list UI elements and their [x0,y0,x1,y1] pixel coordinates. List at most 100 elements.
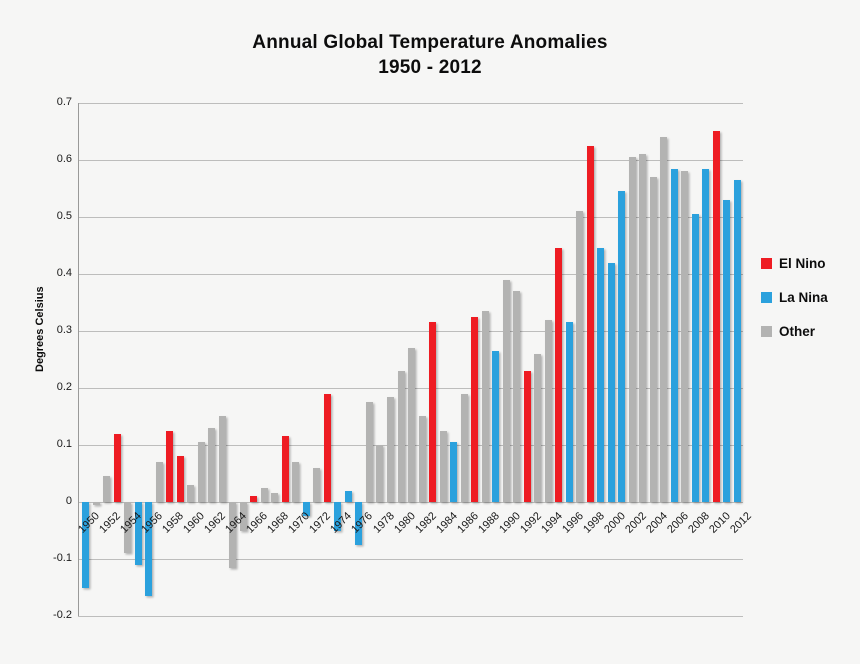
bar-1960 [187,485,194,502]
gridline [78,274,743,275]
bar-2005 [660,137,667,502]
bar-1950 [82,502,89,588]
bar-1975 [345,491,352,502]
other-swatch-icon [761,326,772,337]
gridline [78,160,743,161]
bar-1957 [156,462,163,502]
bar-1955 [135,502,142,565]
x-axis-tick-label: 2002 [622,510,649,536]
x-axis-tick-label: 2004 [643,510,670,536]
x-axis-tick-label: 1994 [538,510,565,536]
bar-1965 [240,502,247,531]
bar-1987 [471,317,478,502]
bar-1962 [208,428,215,502]
bar-1976 [355,502,362,545]
x-axis-tick-label: 1958 [160,510,187,536]
chart-title-block: Annual Global Temperature Anomalies 1950… [0,30,860,80]
bar-1968 [271,493,278,502]
bar-1978 [376,445,383,502]
bar-1983 [429,322,436,502]
x-axis-tick-label: 1960 [181,510,208,536]
bar-1977 [366,402,373,502]
bar-1990 [503,280,510,502]
bar-1988 [482,311,489,502]
bar-1959 [177,456,184,502]
bar-1980 [398,371,405,502]
bar-1993 [534,354,541,502]
bar-2002 [629,157,636,502]
gridline [78,103,743,104]
bar-2012 [734,180,741,502]
legend-label-la-nina: La Nina [779,290,828,305]
x-axis-tick-label: 1984 [433,510,460,536]
bar-1998 [587,146,594,502]
x-axis-tick-label: 1980 [391,510,418,536]
bar-1952 [103,476,110,502]
chart-subtitle: 1950 - 2012 [378,57,482,78]
legend-label-other: Other [779,324,816,339]
legend: El Nino La Nina Other [761,256,828,358]
bar-1964 [229,502,236,568]
x-axis-tick-label: 1956 [139,510,166,536]
y-axis-tick-label: 0 [65,495,72,507]
gridline [78,502,743,503]
bar-2003 [639,154,646,502]
legend-label-el-nino: El Nino [779,256,826,271]
y-axis-line [78,103,79,616]
bar-1979 [387,397,394,502]
bar-2008 [692,214,699,502]
bar-2010 [713,131,720,502]
bar-2007 [681,171,688,502]
x-axis-tick-label: 1968 [265,510,292,536]
bar-1991 [513,291,520,502]
el-nino-swatch-icon [761,258,772,269]
bar-1999 [597,248,604,502]
x-axis-tick-label: 1966 [244,510,271,536]
bar-2011 [723,200,730,502]
x-axis-tick-label: 1952 [97,510,124,536]
x-axis-tick-label: 2010 [706,510,733,536]
bar-1954 [124,502,131,553]
bar-1973 [324,394,331,502]
chart-title: Annual Global Temperature Anomalies [252,32,608,53]
bar-1951 [93,502,100,505]
bar-1995 [555,248,562,502]
legend-item-la-nina: La Nina [761,290,828,305]
gridline [78,559,743,560]
x-axis-tick-label: 2006 [664,510,691,536]
bar-1982 [419,416,426,502]
bar-1966 [250,496,257,502]
bar-1971 [303,502,310,516]
bar-1996 [566,322,573,502]
bar-2000 [608,263,615,502]
bar-1970 [292,462,299,502]
bar-1981 [408,348,415,502]
x-axis-tick-label: 1998 [580,510,607,536]
la-nina-swatch-icon [761,292,772,303]
legend-item-el-nino: El Nino [761,256,828,271]
bar-1986 [461,394,468,502]
x-axis-tick-label: 1972 [307,510,334,536]
gridline [78,331,743,332]
y-axis-tick-label: 0.1 [56,438,72,450]
bar-2006 [671,169,678,502]
y-axis-tick-label: -0.2 [53,609,72,621]
x-axis-tick-label: 1976 [349,510,376,536]
x-axis-tick-label: 1978 [370,510,397,536]
y-axis-tick-label: 0.4 [56,267,72,279]
bar-2009 [702,169,709,502]
y-axis-tick-label: 0.2 [56,381,72,393]
x-axis-tick-label: 1996 [559,510,586,536]
x-axis-tick-label: 2008 [685,510,712,536]
bar-1994 [545,320,552,502]
bar-1967 [261,488,268,502]
bar-1972 [313,468,320,502]
gridline [78,616,743,617]
x-axis-tick-label: 1962 [202,510,229,536]
x-axis-tick-label: 1992 [517,510,544,536]
x-axis-tick-label: 1990 [496,510,523,536]
x-axis-tick-label: 1974 [328,510,355,536]
bar-2004 [650,177,657,502]
y-axis-tick-label: 0.7 [56,96,72,108]
